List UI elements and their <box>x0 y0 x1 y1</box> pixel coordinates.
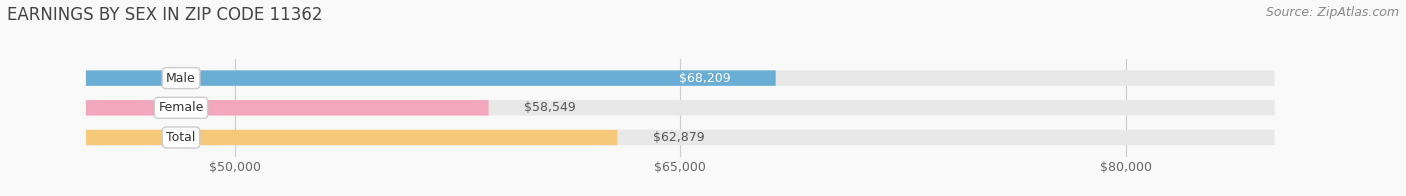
FancyBboxPatch shape <box>86 130 617 145</box>
Text: $68,209: $68,209 <box>679 72 731 85</box>
FancyBboxPatch shape <box>86 130 1275 145</box>
Text: Source: ZipAtlas.com: Source: ZipAtlas.com <box>1265 6 1399 19</box>
FancyBboxPatch shape <box>86 70 1275 86</box>
FancyBboxPatch shape <box>86 100 489 115</box>
Text: $58,549: $58,549 <box>524 101 576 114</box>
Text: $62,879: $62,879 <box>652 131 704 144</box>
Text: EARNINGS BY SEX IN ZIP CODE 11362: EARNINGS BY SEX IN ZIP CODE 11362 <box>7 6 322 24</box>
Text: Female: Female <box>159 101 204 114</box>
Text: Total: Total <box>166 131 195 144</box>
FancyBboxPatch shape <box>86 70 776 86</box>
Text: Male: Male <box>166 72 195 85</box>
FancyBboxPatch shape <box>86 100 1275 115</box>
